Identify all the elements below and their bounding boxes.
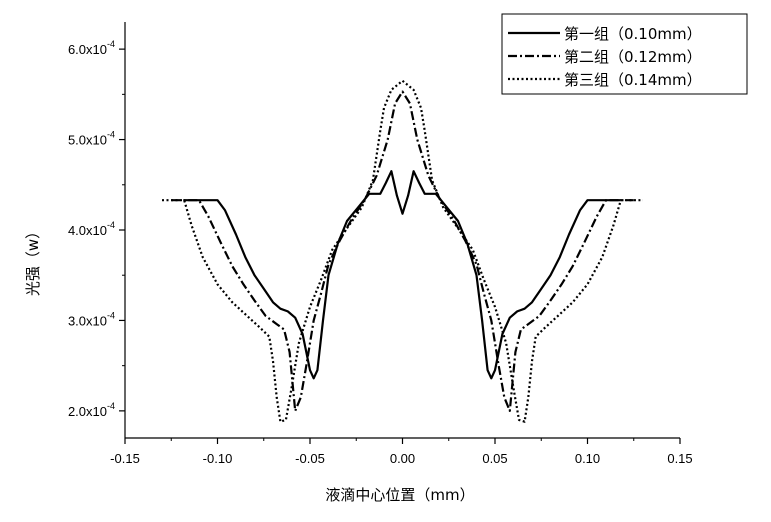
x-tick-label: -0.05 — [295, 451, 325, 466]
x-tick-label: 0.10 — [575, 451, 600, 466]
legend-box — [501, 13, 748, 95]
legend-label-3: 第三组（0.14mm） — [564, 71, 702, 89]
series-line-3 — [162, 79, 643, 423]
y-tick-label: 3.0x10-4 — [68, 310, 115, 328]
series-line-1 — [184, 170, 621, 380]
x-axis-ticks: -0.15 -0.10 -0.05 0.00 0.05 0.10 0.15 — [110, 438, 693, 466]
x-tick-label: 0.05 — [482, 451, 507, 466]
x-tick-label: -0.10 — [203, 451, 233, 466]
y-tick-label: 4.0x10-4 — [68, 220, 115, 238]
y-tick-label: 6.0x10-4 — [68, 39, 115, 57]
legend: 第一组（0.10mm） 第二组（0.12mm） 第三组（0.14mm） — [501, 13, 748, 95]
series-lines — [162, 79, 643, 423]
x-tick-label: 0.15 — [667, 451, 692, 466]
y-axis-title: 光强（w） — [24, 224, 42, 296]
legend-label-2: 第二组（0.12mm） — [564, 48, 702, 66]
y-tick-label: 5.0x10-4 — [68, 130, 115, 148]
x-tick-label: 0.00 — [390, 451, 415, 466]
series-line-2 — [171, 90, 634, 412]
y-axis-ticks: 2.0x10-4 3.0x10-4 4.0x10-4 5.0x10-4 6.0x10-4 — [68, 39, 125, 419]
x-tick-label: -0.15 — [110, 451, 140, 466]
y-tick-label: 2.0x10-4 — [68, 401, 115, 419]
x-axis-title: 液滴中心位置（mm） — [325, 486, 474, 504]
legend-label-1: 第一组（0.10mm） — [564, 25, 702, 43]
